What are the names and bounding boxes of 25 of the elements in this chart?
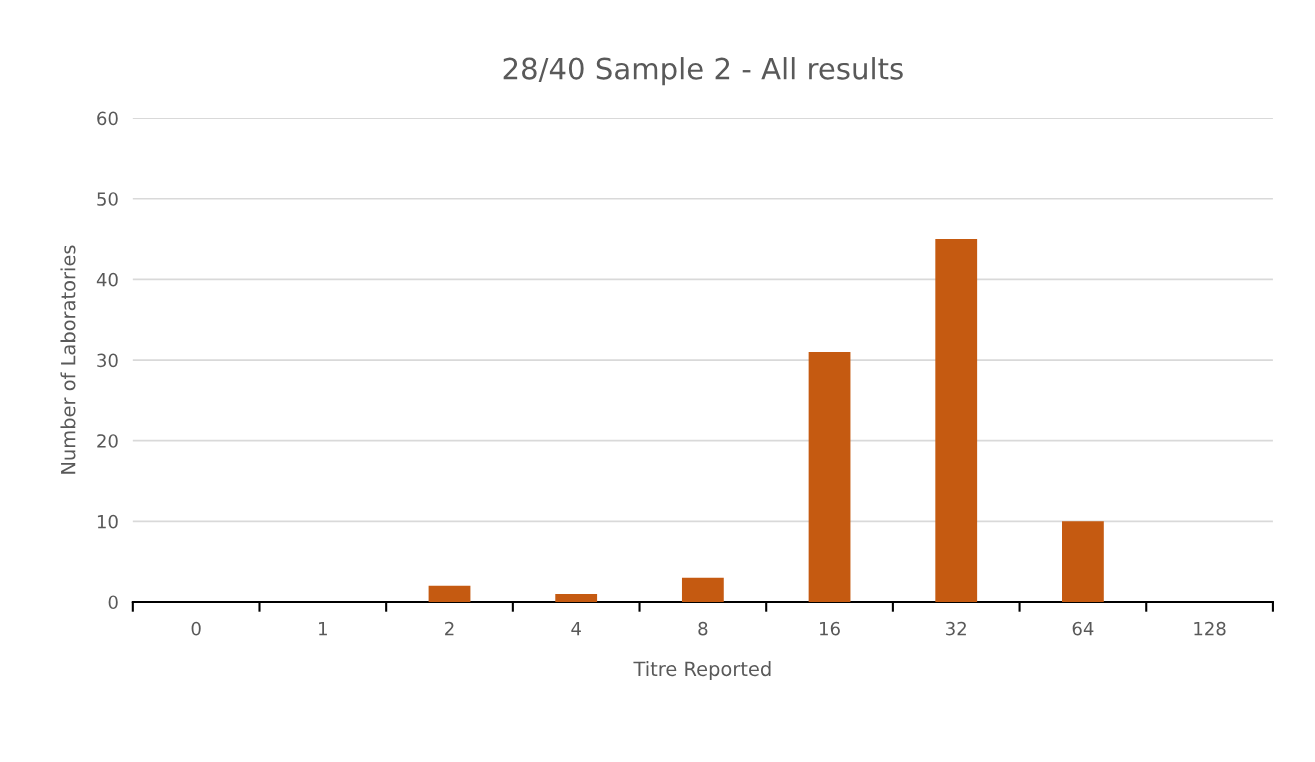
x-tick-label: 0: [191, 621, 201, 636]
y-tick-label: 0: [108, 595, 118, 610]
y-tick-label: 20: [97, 434, 118, 448]
y-tick-label: 30: [97, 353, 118, 368]
x-tick-label: 2: [445, 621, 454, 636]
x-axis-title: Titre Reported: [633, 661, 771, 680]
bar: [428, 585, 471, 602]
x-tick-label: 64: [1072, 621, 1094, 636]
y-tick-label: 50: [97, 192, 118, 206]
bar: [555, 593, 598, 602]
x-tick-label: 1: [319, 621, 327, 636]
x-tick-label: 16: [820, 621, 840, 636]
bar: [681, 577, 724, 602]
y-tick-label: 60: [97, 111, 118, 126]
y-axis-title: Number of Laboratories: [60, 245, 76, 474]
bar: [808, 351, 851, 602]
bar: [935, 239, 978, 602]
x-tick-label: 128: [1194, 621, 1226, 636]
x-tick-label: 32: [946, 621, 966, 636]
bar: [1062, 521, 1104, 602]
x-tick-label: 8: [698, 621, 708, 636]
x-tick-label: 4: [571, 621, 581, 636]
y-tick-label: 10: [97, 514, 118, 529]
y-tick-label: 40: [96, 272, 118, 287]
chart-title: 28/40 Sample 2 - All results: [503, 57, 903, 86]
